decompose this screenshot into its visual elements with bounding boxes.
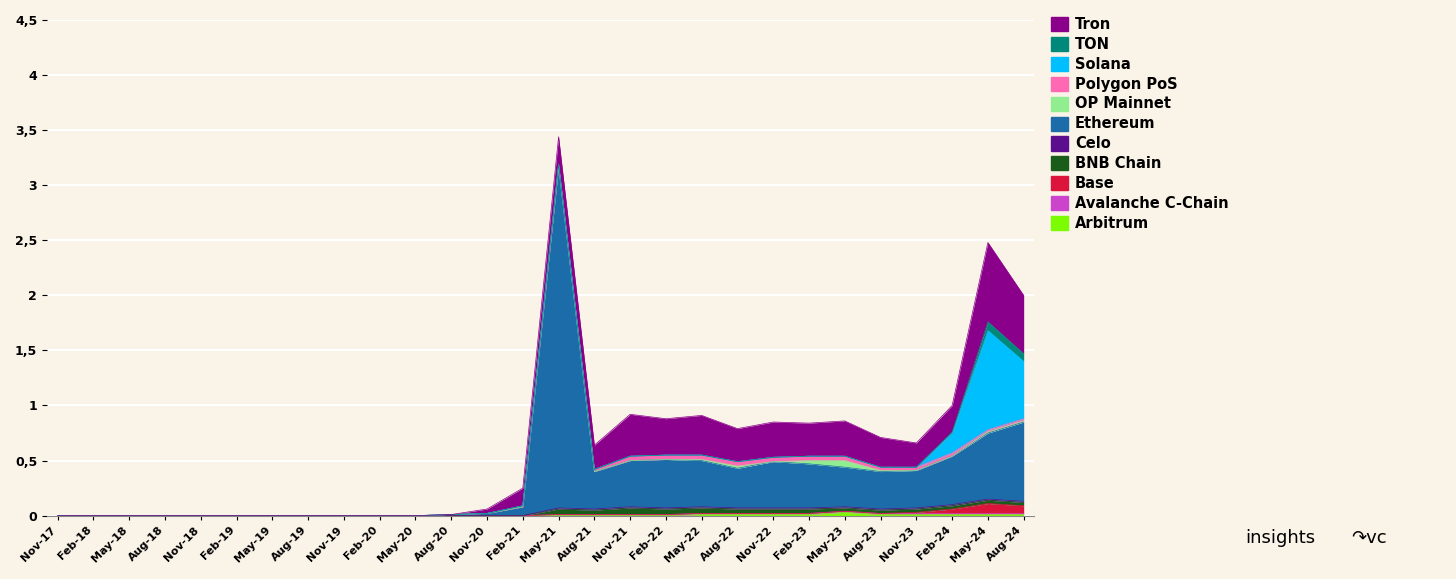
Text: ↷vc: ↷vc: [1351, 529, 1386, 548]
Legend: Tron, TON, Solana, Polygon PoS, OP Mainnet, Ethereum, Celo, BNB Chain, Base, Ava: Tron, TON, Solana, Polygon PoS, OP Mainn…: [1051, 17, 1229, 230]
Text: insights: insights: [1245, 529, 1315, 548]
